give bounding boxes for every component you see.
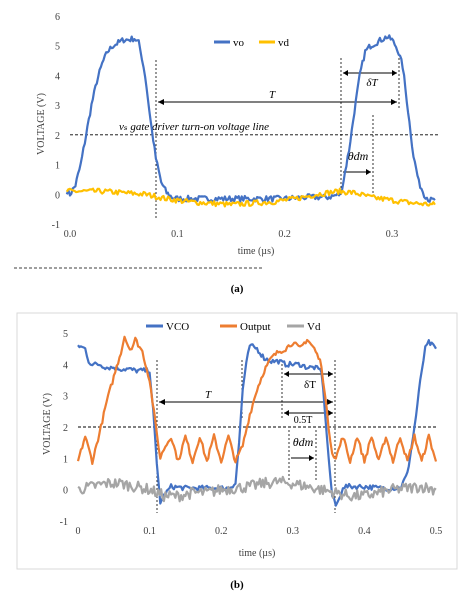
x-tick-label-a: 0.2: [278, 229, 291, 240]
panel-label-a: (a): [231, 283, 244, 295]
x-tick-label-b: 0.5: [430, 526, 443, 537]
tick-labels-b: -1 0 1 2 3 4 5 0 0.1 0.2 0.3 0.4 0.5: [60, 329, 443, 537]
legend-label-vd: vd: [278, 37, 290, 49]
y-tick-label-b: -1: [60, 517, 68, 528]
y-tick-label-a: 6: [55, 12, 60, 23]
y-tick-label-a: 4: [55, 71, 60, 82]
x-tick-label-b: 0.1: [143, 526, 156, 537]
series-line-output: [76, 335, 438, 465]
period-label-a: T: [269, 89, 276, 101]
y-tick-label-b: 2: [63, 423, 68, 434]
x-tick-label-a: 0.1: [171, 229, 184, 240]
delta-arrow-a: [343, 70, 397, 76]
delta-label-a: δT: [366, 77, 378, 89]
plot-area-a: [0, 0, 474, 300]
x-tick-label-a: 0.0: [64, 229, 77, 240]
legend-a: vo vd: [214, 37, 290, 49]
period-arrow-b: [159, 399, 333, 405]
chart-a: VOLTAGE (V) time (µs) vₛ gate driver tur…: [0, 0, 474, 300]
series-group-b: [76, 335, 438, 507]
y-axis-label-b: VOLTAGE (V): [42, 393, 53, 455]
x-tick-label-b: 0: [76, 526, 81, 537]
legend-label-vo: vo: [233, 37, 245, 49]
y-tick-label-a: 2: [55, 131, 60, 142]
period-arrow-a: [158, 99, 397, 105]
y-tick-label-a: -1: [52, 220, 60, 231]
delta-label-b: δT: [304, 379, 316, 391]
theta-arrow-b: [291, 455, 314, 461]
period-label-b: T: [205, 389, 212, 401]
y-tick-label-b: 3: [63, 392, 68, 403]
series-line-vd: [65, 187, 436, 208]
y-tick-label-b: 0: [63, 486, 68, 497]
half-period-label-b: 0.5T: [294, 415, 313, 426]
series-group-a: [65, 34, 436, 208]
x-tick-label-b: 0.4: [358, 526, 371, 537]
panel-label-b: (b): [230, 579, 244, 591]
series-line-vo: [65, 34, 436, 203]
y-tick-label-b: 1: [63, 454, 68, 465]
y-tick-label-a: 0: [55, 190, 60, 201]
theta-label-a: θdm: [348, 149, 369, 163]
legend-label-vd-b: Vd: [307, 321, 321, 333]
y-axis-label-a: VOLTAGE (V): [36, 93, 47, 155]
x-tick-label-a: 0.3: [386, 229, 399, 240]
legend-label-vco: VCO: [166, 321, 189, 333]
series-line-vd: [77, 475, 437, 503]
y-tick-label-b: 5: [63, 329, 68, 340]
chart-border-b: [16, 312, 458, 570]
y-tick-label-a: 5: [55, 42, 60, 53]
y-tick-label-b: 4: [63, 360, 68, 371]
delta-arrow-b: [284, 371, 333, 377]
legend-label-output: Output: [240, 321, 271, 333]
chart-b: VOLTAGE (V) time (µs) T δT 0.5T: [16, 312, 458, 591]
series-line-vco: [77, 339, 437, 507]
x-tick-label-b: 0.3: [287, 526, 300, 537]
tick-labels-a: -1 0 1 2 3 4 5 6 0.0 0.1 0.2 0.3: [52, 12, 399, 240]
x-axis-label-a: time (µs): [238, 246, 275, 257]
gate-threshold-label-a: vₛ gate driver turn-on voltage line: [119, 121, 269, 133]
legend-b: VCO Output Vd: [146, 321, 321, 333]
y-tick-label-a: 1: [55, 161, 60, 172]
theta-arrow-a: [343, 169, 371, 175]
theta-label-b: θdm: [293, 435, 314, 449]
y-tick-label-a: 3: [55, 101, 60, 112]
x-axis-label-b: time (µs): [239, 548, 276, 559]
x-tick-label-b: 0.2: [215, 526, 228, 537]
